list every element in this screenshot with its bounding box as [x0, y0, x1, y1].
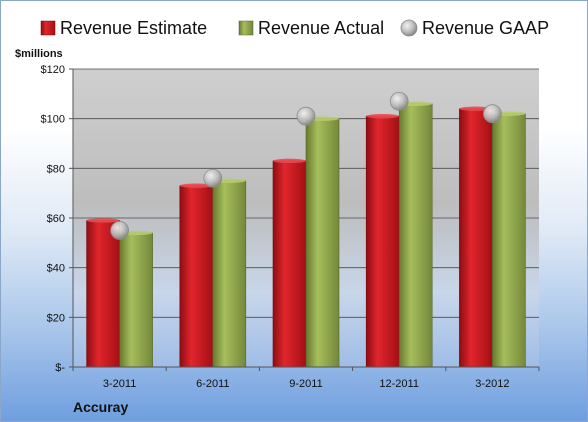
company-label: Accuray [73, 399, 128, 415]
bar-revenue-estimate [272, 160, 307, 368]
bar-revenue-actual [492, 113, 526, 368]
unit-label: $millions [15, 48, 63, 60]
legend-label-estimate: Revenue Estimate [60, 18, 207, 38]
legend: Revenue Estimate Revenue Actual Revenue … [40, 18, 549, 38]
bar-revenue-actual [119, 232, 153, 368]
legend-label-gaap: Revenue GAAP [422, 18, 549, 38]
gaap-markers [110, 91, 502, 240]
bar-top-highlight [179, 183, 213, 188]
bar-revenue-actual [398, 103, 433, 368]
bar-top-highlight [366, 113, 400, 119]
y-tick-label: $40 [47, 263, 65, 275]
y-tick-label: $100 [41, 114, 65, 126]
y-tick-label: $80 [47, 163, 65, 175]
marker-revenue-gaap [389, 91, 409, 111]
bar-revenue-estimate [459, 108, 493, 368]
bars [86, 101, 526, 368]
x-tick-label: 3-2011 [103, 378, 136, 390]
marker-revenue-gaap [110, 221, 129, 240]
x-tick-label: 3-2012 [475, 378, 509, 390]
y-tick-label: $60 [47, 213, 65, 225]
bar-revenue-actual [305, 118, 340, 368]
y-tick-label: $- [55, 362, 65, 374]
x-tick-label: 9-2011 [289, 378, 322, 390]
bar-revenue-estimate [179, 185, 214, 368]
legend-marker-gaap [400, 19, 418, 37]
y-axis-ticks: $- $20 $40 $60 $80 $100 $120 [41, 64, 73, 374]
legend-swatch-estimate [40, 20, 56, 36]
y-tick-label: $120 [41, 64, 65, 76]
bar-revenue-actual [212, 180, 247, 368]
marker-revenue-gaap [482, 104, 502, 124]
marker-revenue-gaap [296, 106, 316, 126]
bar-revenue-estimate [365, 115, 400, 368]
y-tick-label: $20 [47, 312, 65, 324]
legend-swatch-actual [238, 20, 254, 36]
x-axis-ticks: 3-2011 6-2011 9-2011 12-2011 3-2012 [72, 367, 540, 390]
x-tick-label: 6-2011 [196, 378, 229, 390]
bar-revenue-estimate [86, 220, 120, 368]
marker-revenue-gaap [203, 168, 223, 188]
x-tick-label: 12-2011 [379, 378, 419, 390]
bar-top-highlight [273, 158, 306, 164]
legend-label-actual: Revenue Actual [258, 18, 384, 38]
bar-top-highlight [86, 218, 120, 223]
